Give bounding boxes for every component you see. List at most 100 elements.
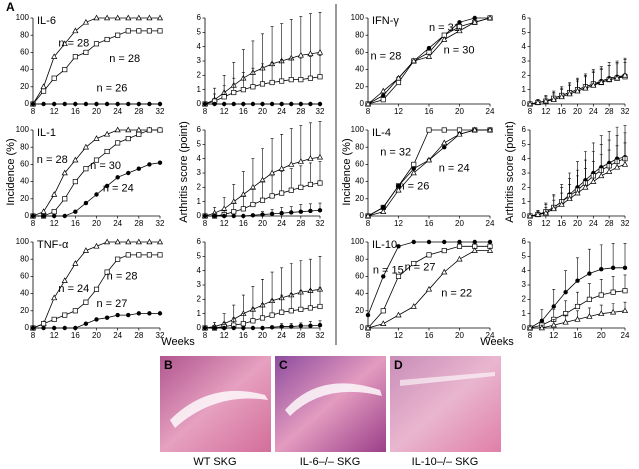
marker bbox=[115, 175, 120, 180]
x-tick-label: 24 bbox=[589, 219, 598, 228]
y-tick-label: 1 bbox=[522, 85, 527, 94]
y-tick-label: 6 bbox=[522, 125, 527, 134]
marker bbox=[125, 252, 131, 258]
y-tick-label: 3 bbox=[197, 56, 202, 65]
marker bbox=[221, 101, 227, 107]
y-tick-label: 5 bbox=[522, 251, 527, 260]
y-tick-label: 20 bbox=[355, 82, 364, 91]
x-tick-label: 16 bbox=[557, 219, 566, 228]
annotation: n = 31 bbox=[429, 22, 460, 34]
series-line bbox=[33, 129, 160, 217]
x-tick-label: 24 bbox=[277, 107, 286, 116]
x-tick-label: 20 bbox=[92, 219, 101, 228]
x-tick-label: 8 bbox=[366, 219, 371, 228]
marker bbox=[471, 126, 478, 133]
marker bbox=[51, 191, 58, 197]
x-tick-label: 12 bbox=[541, 219, 550, 228]
marker bbox=[269, 312, 275, 318]
marker bbox=[83, 200, 89, 206]
marker bbox=[259, 315, 266, 321]
panel-label: A bbox=[6, 0, 15, 14]
marker bbox=[364, 100, 372, 107]
y-tick-label: 2 bbox=[197, 70, 202, 79]
error-bar bbox=[289, 57, 293, 80]
error-bar bbox=[261, 181, 264, 201]
marker bbox=[93, 242, 100, 249]
marker bbox=[94, 192, 99, 197]
marker bbox=[269, 211, 275, 217]
marker bbox=[73, 101, 78, 107]
marker bbox=[157, 160, 163, 165]
marker bbox=[94, 317, 99, 322]
marker bbox=[610, 265, 616, 270]
y-axis-label: Incidence (%) bbox=[341, 138, 353, 205]
x-tick-label: 12 bbox=[541, 107, 550, 116]
marker bbox=[472, 239, 477, 245]
marker bbox=[269, 193, 275, 199]
marker bbox=[104, 269, 110, 275]
marker bbox=[598, 79, 605, 85]
y-tick-label: 1 bbox=[197, 309, 202, 318]
marker bbox=[146, 28, 152, 34]
marker bbox=[613, 74, 621, 81]
marker bbox=[115, 256, 121, 262]
marker bbox=[157, 101, 163, 107]
x-tick-label: 12 bbox=[549, 331, 558, 340]
marker bbox=[395, 186, 402, 193]
marker bbox=[316, 153, 324, 160]
error-bar bbox=[280, 171, 284, 194]
marker bbox=[542, 209, 549, 216]
marker bbox=[587, 271, 592, 276]
x-tick-label: 24 bbox=[486, 219, 495, 228]
marker bbox=[487, 239, 493, 245]
marker bbox=[147, 101, 152, 107]
marker bbox=[586, 296, 592, 302]
marker bbox=[298, 209, 304, 214]
x-tick-label: 8 bbox=[528, 219, 533, 228]
annotation: n = 30 bbox=[90, 160, 121, 172]
marker bbox=[621, 160, 629, 167]
marker bbox=[279, 101, 284, 107]
x-tick-label: 20 bbox=[258, 107, 267, 116]
y-tick-label: 100 bbox=[16, 125, 30, 134]
marker bbox=[425, 156, 433, 163]
marker bbox=[212, 101, 217, 107]
marker bbox=[590, 81, 597, 88]
marker bbox=[259, 81, 266, 87]
error-bar bbox=[318, 287, 322, 307]
x-tick-label: 12 bbox=[220, 107, 229, 116]
marker bbox=[411, 239, 416, 245]
annotation: n = 26 bbox=[97, 82, 128, 94]
annotation: n = 22 bbox=[441, 288, 472, 300]
marker bbox=[411, 161, 417, 167]
marker bbox=[289, 101, 294, 107]
marker bbox=[83, 49, 89, 55]
marker bbox=[307, 181, 313, 188]
y-tick-label: 80 bbox=[20, 30, 29, 39]
marker bbox=[114, 126, 121, 133]
marker bbox=[156, 14, 164, 21]
y-tick-label: 60 bbox=[20, 160, 29, 169]
error-bar bbox=[261, 278, 264, 306]
error-bar bbox=[623, 243, 627, 268]
marker bbox=[51, 294, 58, 301]
x-tick-label: 12 bbox=[394, 331, 403, 340]
error-bar bbox=[308, 162, 312, 185]
x-tick-label: 24 bbox=[589, 107, 598, 116]
y-tick-label: 5 bbox=[197, 27, 202, 36]
x-tick-label: 20 bbox=[455, 219, 464, 228]
marker bbox=[411, 260, 417, 267]
marker bbox=[72, 54, 78, 60]
marker bbox=[241, 101, 246, 107]
x-tick-label: 12 bbox=[50, 107, 59, 116]
y-tick-label: 100 bbox=[351, 125, 365, 134]
marker bbox=[93, 135, 100, 141]
marker bbox=[115, 32, 121, 38]
marker bbox=[103, 130, 111, 137]
marker bbox=[613, 163, 621, 170]
y-tick-label: 20 bbox=[20, 306, 29, 315]
error-bar bbox=[261, 148, 264, 181]
x-tick-label: 12 bbox=[220, 219, 229, 228]
y-tick-label: 3 bbox=[522, 280, 527, 289]
